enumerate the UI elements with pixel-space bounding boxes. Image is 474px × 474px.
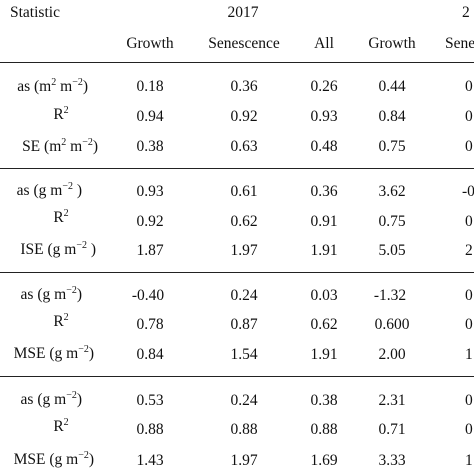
group-rule <box>0 272 474 273</box>
table-cell: 0.38 <box>310 392 338 409</box>
subheader-all: All <box>314 35 334 52</box>
table-cell: 1.43 <box>136 452 164 469</box>
row-label: ISE (g m−2 ) <box>20 240 96 259</box>
table-cell: 0 <box>465 108 473 125</box>
table-cell: 5.05 <box>378 242 406 259</box>
table-cell: 0.600 <box>374 316 410 333</box>
table-cell: 0.63 <box>230 138 258 155</box>
table-cell: 1.97 <box>230 452 258 469</box>
table-cell: 3.33 <box>378 452 406 469</box>
table-cell: 0.38 <box>136 138 164 155</box>
table-cell: 0.88 <box>136 421 164 438</box>
header-year-2017: 2017 <box>227 4 259 21</box>
table-cell: 0.92 <box>136 213 164 230</box>
subheader-senescence: Senescence <box>208 35 280 52</box>
table-cell: 0 <box>465 213 473 230</box>
table-cell: 1 <box>465 452 473 469</box>
table-cell: 0.36 <box>310 183 338 200</box>
table-cell: 0.53 <box>136 392 164 409</box>
table-cell: 0.03 <box>310 287 338 304</box>
table-cell: 0.78 <box>136 316 164 333</box>
table-cell: -1.32 <box>373 287 407 304</box>
row-label: as (g m−2 ) <box>16 181 82 200</box>
table-cell: 0.62 <box>230 213 258 230</box>
table-cell: 0.88 <box>230 421 258 438</box>
table-cell: 1.97 <box>230 242 258 259</box>
table-cell: 1.69 <box>310 452 338 469</box>
row-label: R2 <box>53 417 69 436</box>
table-cell: 3.62 <box>378 183 406 200</box>
table-cell: 0.92 <box>230 108 258 125</box>
table-cell: 1.91 <box>310 346 338 363</box>
table-cell: 0.24 <box>230 287 258 304</box>
table-cell: 0.62 <box>310 316 338 333</box>
table-cell: 0.36 <box>230 78 258 95</box>
subheader-growth-2: Growth <box>368 35 416 52</box>
table-cell: 0.88 <box>310 421 338 438</box>
table-cell: 0.87 <box>230 316 258 333</box>
group-rule <box>0 168 474 169</box>
table-cell: 0.75 <box>378 138 406 155</box>
table-cell: 2 <box>465 242 473 259</box>
header-year-next: 2 <box>462 4 470 21</box>
row-label: as (g m−2) <box>20 390 82 409</box>
table-cell: 0.48 <box>310 138 338 155</box>
table-cell: 0 <box>465 138 473 155</box>
table-cell: 0 <box>465 421 473 438</box>
table-cell: 1.91 <box>310 242 338 259</box>
table-cell: 0.93 <box>136 183 164 200</box>
table-cell: 2.00 <box>378 346 406 363</box>
subheader-senescence-2: Sene <box>445 35 474 52</box>
table-cell: 0.93 <box>310 108 338 125</box>
table-cell: 0.26 <box>310 78 338 95</box>
row-label: as (m2 m−2) <box>17 77 88 96</box>
table-cell: 0.94 <box>136 108 164 125</box>
table-cell: 0.24 <box>230 392 258 409</box>
table-cell: 1.87 <box>136 242 164 259</box>
row-label: MSE (g m−2) <box>13 344 94 363</box>
table-cell: -0.40 <box>131 287 165 304</box>
table-cell: 0 <box>465 392 473 409</box>
row-label: MSE (g m−2) <box>13 450 94 469</box>
row-label: R2 <box>53 105 69 124</box>
table-cell: 1 <box>465 346 473 363</box>
table-cell: 0 <box>465 287 473 304</box>
row-label: R2 <box>53 208 69 227</box>
table-cell: 0.84 <box>378 108 406 125</box>
subheader-growth: Growth <box>126 35 174 52</box>
header-statistic: Statistic <box>10 4 60 21</box>
table-cell: 2.31 <box>378 392 406 409</box>
table-cell: 1.54 <box>230 346 258 363</box>
table-cell: 0 <box>465 316 473 333</box>
table-cell: 0.71 <box>378 421 406 438</box>
row-label: SE (m2 m−2) <box>22 137 98 156</box>
table-cell: 0.61 <box>230 183 258 200</box>
table-cell: 0.75 <box>378 213 406 230</box>
row-label: R2 <box>53 312 69 331</box>
table-cell: 0.44 <box>378 78 406 95</box>
table-cell: 0.84 <box>136 346 164 363</box>
table-cell: 0.18 <box>136 78 164 95</box>
table-cell: 0 <box>465 78 473 95</box>
table-cell: -0 <box>462 183 474 200</box>
group-rule <box>0 376 474 377</box>
header-rule <box>0 62 474 63</box>
table-cell: 0.91 <box>310 213 338 230</box>
row-label: as (g m−2) <box>20 285 82 304</box>
